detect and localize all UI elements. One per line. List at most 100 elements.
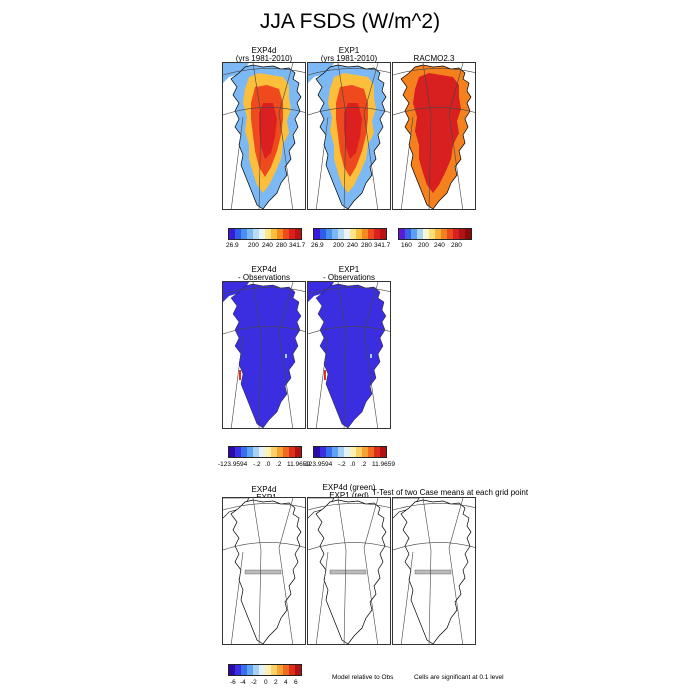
colorbar-swatch [235,229,241,239]
latitude-line [393,68,475,76]
colorbar-label-exp4d-2: 240 [262,242,273,249]
latitude-line [223,326,305,335]
colorbar-label-racmo-2: 240 [434,242,445,249]
positive-bias-cells [324,370,326,380]
colorbar-swatch [338,229,344,239]
panel-title-exp4d: EXP4d (yrs 1981-2010) [222,47,306,63]
longitude-line [363,331,379,428]
colorbar-swatch [271,447,277,457]
colorbar-swatch [411,229,417,239]
map-panel-ttest [392,497,476,645]
positive-bias-cells [239,370,241,380]
ellesmere-land [223,63,249,83]
greenland-outline-map-3 [393,498,475,644]
latitude-line [308,287,390,295]
colorbar-swatch [338,447,344,457]
latitude-line [393,107,475,116]
colorbar-swatch [399,229,405,239]
longitude-line [343,333,347,428]
longitude-line [258,549,262,644]
longitude-line [337,498,347,551]
colorbar-exp4d-minus-obs [228,446,302,458]
longitude-line [278,282,294,333]
colorbar-label-diff2-4: 11.9659 [372,461,396,468]
colorbar-swatch [265,665,271,675]
colorbar-swatch [241,229,247,239]
colorbar-swatch [235,447,241,457]
panel-title-line1: EXP1 [338,46,360,55]
colorbar-swatch [314,229,320,239]
colorbar-swatch [283,229,289,239]
colorbar-label-diff2-2: .0 [350,461,356,468]
gray-transect [414,569,452,575]
colorbar-label-exp1-1: 200 [333,242,344,249]
colorbar-label-exp4d-4: 341.7 [289,242,306,249]
panel-title-exp4d-green-exp1-red: EXP4d (green) EXP1 (red) [307,484,391,500]
colorbar-swatch [362,447,368,457]
map-panel-green-red [307,497,391,645]
longitude-line [230,335,244,428]
colorbar-exp4d-minus-exp1 [228,664,302,676]
latitude-line [393,542,475,551]
colorbar-swatch [247,447,253,457]
panel-title-exp1: EXP1 (yrs 1981-2010) [307,47,391,63]
colorbar-swatch [441,229,447,239]
longitude-line [448,112,464,209]
panel-title-line2: EXP1 (red) [329,491,369,500]
colorbar-label-diff1-4: 11.9659 [287,461,311,468]
map-panel-exp1-fsds [307,62,391,210]
longitude-line [337,63,347,116]
greenland-map-exp4d [223,63,305,209]
colorbar-label-ttest-3: 0 [264,679,268,686]
colorbar-swatch [265,229,271,239]
colorbar-swatch [356,447,362,457]
colorbar-swatch [344,447,350,457]
panel-title-line1: EXP4d [251,46,277,55]
colorbar-swatch [417,229,423,239]
longitude-line [337,282,347,335]
longitude-line [278,547,294,644]
colorbar-label-diff2-0: -123.9594 [303,461,333,468]
colorbar-label-exp1-0: 26.9 [311,242,324,249]
colorbar-swatch [465,229,471,239]
longitude-line [278,63,294,114]
longitude-line [363,498,379,549]
colorbar-swatch [344,229,350,239]
colorbar-swatch [374,229,380,239]
colorbar-swatch [380,229,386,239]
colorbar-swatch [320,447,326,457]
colorbar-swatch [423,229,429,239]
longitude-line [422,63,432,116]
colorbar-label-exp1-4: 341.7 [374,242,391,249]
greenland-coast [230,283,302,428]
colorbar-swatch [447,229,453,239]
colorbar-label-diff1-2: .0 [265,461,271,468]
colorbar-swatch [459,229,465,239]
note-model-relative-to-obs: Model relative to Obs [332,674,394,681]
panel-title-line2: - Observations [322,273,376,282]
colorbar-swatch [326,229,332,239]
colorbar-label-racmo-1: 200 [418,242,429,249]
colorbar-swatch [259,665,265,675]
colorbar-swatch [350,229,356,239]
colorbar-swatch [235,665,241,675]
map-panel-exp4d-minus-obs [222,281,306,429]
colorbar-label-ttest-4: 2 [274,679,278,686]
longitude-line [400,116,414,209]
longitude-line [343,114,347,209]
longitude-line [428,549,432,644]
colorbar-swatch [253,665,259,675]
colorbar-label-exp1-3: 280 [361,242,372,249]
colorbar-swatch [277,665,283,675]
colorbar-swatch [283,665,289,675]
colorbar-swatch [405,229,411,239]
colorbar-swatch [368,447,374,457]
panel-title-line2: (yrs 1981-2010) [320,54,378,63]
longitude-line [230,551,244,644]
map-panel-exp4d-fsds [222,62,306,210]
colorbar-swatch [314,447,320,457]
colorbar-swatch [356,229,362,239]
longitude-line [230,116,244,209]
colorbar-swatch [241,447,247,457]
colorbar-label-ttest-2: -2 [251,679,257,686]
